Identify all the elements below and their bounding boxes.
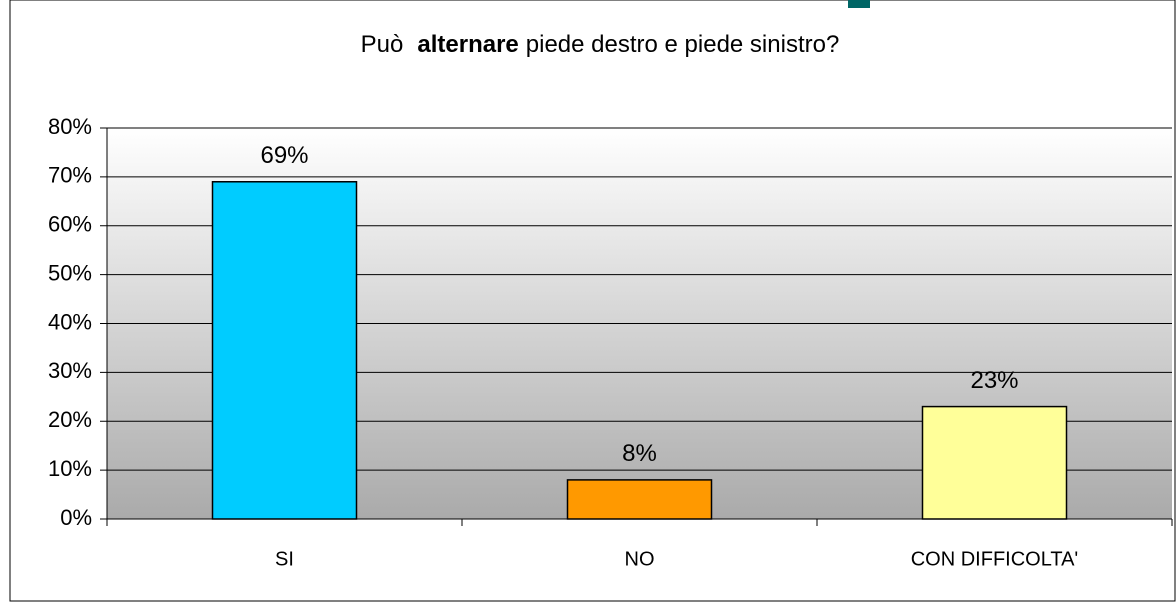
y-tick-label: 60% xyxy=(48,212,92,237)
title-part: Può xyxy=(361,31,404,58)
x-tick-label: CON DIFFICOLTA' xyxy=(911,548,1079,570)
x-tick-label: NO xyxy=(625,548,655,570)
bar xyxy=(921,405,1068,520)
y-tick-label: 20% xyxy=(48,407,92,432)
chart-title: Può alternare piede destro e piede sinistr… xyxy=(361,31,840,58)
x-tick-label: SI xyxy=(275,548,294,570)
y-tick-label: 40% xyxy=(48,309,92,334)
y-tick-label: 0% xyxy=(60,505,92,530)
value-label: 8% xyxy=(622,440,657,467)
y-tick-label: 10% xyxy=(48,456,92,481)
value-label: 23% xyxy=(970,367,1018,394)
title-part: alternare xyxy=(417,31,518,58)
y-tick-label: 50% xyxy=(48,260,92,285)
bar xyxy=(211,181,358,520)
value-label: 69% xyxy=(260,142,308,169)
title-part: piede destro e piede sinistro? xyxy=(526,31,840,58)
y-tick-label: 80% xyxy=(48,114,92,139)
y-tick-label: 30% xyxy=(48,358,92,383)
y-tick-label: 70% xyxy=(48,163,92,188)
bar xyxy=(566,479,713,520)
decoration xyxy=(848,0,870,8)
